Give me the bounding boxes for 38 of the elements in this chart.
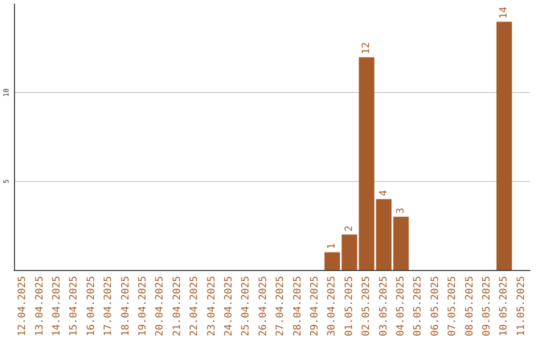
data-label: 14 — [498, 6, 510, 19]
x-tick-label: 04.05.2025 — [396, 276, 406, 336]
x-tick-label: 02.05.2025 — [361, 276, 372, 336]
x-tick-label: 09.05.2025 — [482, 276, 492, 336]
x-tick-label: 12.04.2025 — [17, 276, 28, 336]
x-tick-label: 06.05.2025 — [430, 276, 441, 336]
data-label: 12 — [361, 42, 372, 54]
x-tick-label: 05.05.2025 — [412, 276, 424, 336]
x-tick-label: 01.05.2025 — [344, 276, 355, 336]
x-tick-label: 07.05.2025 — [447, 276, 458, 336]
x-tick-label: 14.04.2025 — [52, 276, 62, 336]
x-tick-label: 11.05.2025 — [516, 276, 527, 336]
x-tick-label: 21.04.2025 — [172, 276, 183, 336]
x-tick-label: 10.05.2025 — [498, 276, 510, 336]
x-tick-label: 23.04.2025 — [206, 276, 218, 336]
x-tick-label: 28.04.2025 — [292, 276, 304, 336]
data-label: 2 — [344, 226, 355, 232]
x-tick-label: 18.04.2025 — [120, 276, 132, 336]
x-tick-label: 19.04.2025 — [138, 276, 148, 336]
x-tick-label: 22.04.2025 — [189, 276, 200, 336]
x-tick-label: 30.04.2025 — [326, 276, 338, 336]
data-label: 1 — [326, 243, 338, 250]
x-tick-label: 25.04.2025 — [240, 276, 252, 336]
x-tick-label: 20.04.2025 — [154, 276, 166, 336]
bar — [393, 216, 409, 270]
x-tick-label: 16.04.2025 — [86, 276, 97, 336]
data-label: 3 — [396, 208, 406, 214]
x-tick-label: 24.04.2025 — [224, 276, 234, 336]
data-label: 4 — [378, 190, 390, 196]
x-tick-label: 15.04.2025 — [68, 276, 80, 336]
x-tick-label: 29.04.2025 — [310, 276, 320, 336]
bar — [496, 22, 512, 270]
x-tick-label: 03.05.2025 — [378, 276, 390, 336]
x-tick-label: 27.04.2025 — [275, 276, 286, 336]
x-tick-label: 13.04.2025 — [34, 276, 46, 336]
x-tick-label: 08.05.2025 — [464, 276, 476, 336]
x-tick-label: 17.04.2025 — [103, 276, 114, 336]
x-tick-label: 26.04.2025 — [258, 276, 269, 336]
